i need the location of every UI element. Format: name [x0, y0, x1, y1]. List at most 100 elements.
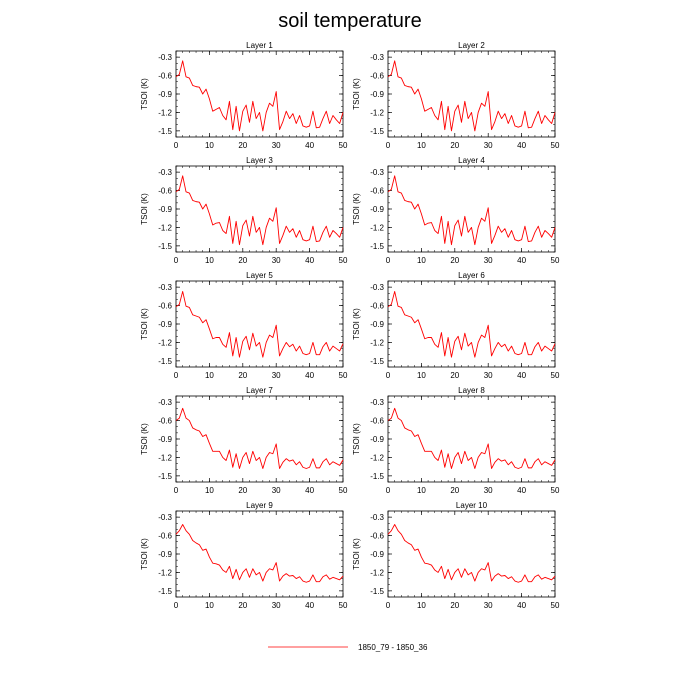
y-tick-label: -0.6	[370, 187, 384, 196]
panel-title: Layer 6	[458, 271, 485, 280]
x-tick-label: 30	[272, 486, 281, 495]
x-tick-label: 30	[484, 601, 493, 610]
y-tick-label: -0.9	[370, 205, 384, 214]
y-tick-label: -0.6	[370, 532, 384, 541]
series-line	[175, 60, 344, 132]
y-tick-label: -0.9	[158, 205, 172, 214]
x-tick-label: 50	[551, 486, 560, 495]
y-tick-label: -0.6	[158, 532, 172, 541]
panel-title: Layer 9	[246, 501, 273, 510]
x-tick-label: 10	[205, 141, 214, 150]
plot-frame	[387, 280, 556, 368]
y-tick-label: -0.3	[370, 513, 384, 522]
panel-title: Layer 8	[458, 386, 485, 395]
x-tick-label: 40	[305, 141, 314, 150]
plot-frame	[175, 395, 344, 483]
panel-title: Layer 7	[246, 386, 273, 395]
y-axis-label: TSOI (K)	[140, 423, 149, 455]
y-tick-label: -1.5	[370, 127, 384, 136]
x-tick-label: 0	[174, 486, 179, 495]
y-tick-label: -1.5	[158, 587, 172, 596]
x-tick-label: 40	[305, 256, 314, 265]
series-line	[387, 524, 556, 583]
panel-layer-9: Layer 9 TSOI (K) 0 10 20 30 40 50 -0.3 -0.6 -0.9 -1…	[140, 501, 348, 610]
y-tick-label: -0.6	[158, 187, 172, 196]
x-tick-label: 10	[417, 601, 426, 610]
x-tick-label: 30	[484, 371, 493, 380]
x-tick-label: 0	[386, 601, 391, 610]
y-tick-label: -0.9	[158, 550, 172, 559]
x-tick-label: 40	[305, 601, 314, 610]
y-tick-label: -0.3	[370, 398, 384, 407]
y-tick-label: -1.2	[370, 453, 384, 462]
x-tick-label: 20	[238, 486, 247, 495]
y-tick-label: -1.2	[370, 223, 384, 232]
x-tick-label: 0	[386, 486, 391, 495]
y-tick-label: -0.9	[370, 550, 384, 559]
y-axis-label: TSOI (K)	[140, 193, 149, 225]
x-tick-label: 50	[551, 256, 560, 265]
panel-title: Layer 4	[458, 156, 485, 165]
x-tick-label: 50	[339, 371, 348, 380]
x-tick-label: 20	[450, 601, 459, 610]
y-axis-label: TSOI (K)	[352, 78, 361, 110]
x-tick-label: 30	[484, 141, 493, 150]
series-line	[175, 290, 344, 358]
y-axis-label: TSOI (K)	[352, 538, 361, 570]
y-tick-label: -1.2	[370, 338, 384, 347]
x-tick-label: 20	[450, 371, 459, 380]
y-tick-label: -1.5	[370, 242, 384, 251]
y-tick-label: -0.6	[158, 302, 172, 311]
y-tick-label: -0.9	[370, 320, 384, 329]
x-tick-label: 30	[484, 486, 493, 495]
x-tick-label: 40	[517, 256, 526, 265]
panel-title: Layer 3	[246, 156, 273, 165]
x-tick-label: 0	[174, 601, 179, 610]
y-axis-label: TSOI (K)	[140, 78, 149, 110]
x-tick-label: 20	[450, 486, 459, 495]
plot-frame	[175, 280, 344, 368]
y-tick-label: -1.2	[158, 108, 172, 117]
y-tick-label: -0.9	[370, 435, 384, 444]
panel-layer-5: Layer 5 TSOI (K) 0 10 20 30 40 50 -0.3 -0.6 -0.9 -1…	[140, 271, 348, 380]
y-tick-label: -1.5	[158, 472, 172, 481]
plot-frame	[175, 50, 344, 138]
y-tick-label: -0.6	[370, 72, 384, 81]
x-tick-label: 50	[339, 486, 348, 495]
x-tick-label: 0	[386, 256, 391, 265]
series-line	[175, 524, 344, 583]
panel-layer-2: Layer 2 TSOI (K) 0 10 20 30 40 50 -0.3 -0.6 -0.9 -1…	[352, 41, 560, 150]
series-line	[387, 60, 556, 132]
x-tick-label: 40	[305, 371, 314, 380]
y-tick-label: -0.3	[370, 283, 384, 292]
legend-label: 1850_79 - 1850_36	[358, 643, 428, 652]
panel-layer-4: Layer 4 TSOI (K) 0 10 20 30 40 50 -0.3 -0.6 -0.9 -1…	[352, 156, 560, 265]
legend: 1850_79 - 1850_36	[268, 643, 428, 652]
y-tick-label: -0.9	[370, 90, 384, 99]
panel-title: Layer 2	[458, 41, 485, 50]
panel-layer-10: Layer 10 TSOI (K) 0 10 20 30 40 50 -0.3 -0.6 -0.9 -…	[352, 501, 560, 610]
series-line	[387, 290, 556, 358]
x-tick-label: 30	[272, 371, 281, 380]
y-tick-label: -0.3	[370, 168, 384, 177]
x-tick-label: 0	[174, 371, 179, 380]
x-tick-label: 20	[238, 601, 247, 610]
x-tick-label: 20	[238, 371, 247, 380]
y-axis-label: TSOI (K)	[352, 423, 361, 455]
y-tick-label: -1.5	[158, 357, 172, 366]
y-tick-label: -0.9	[158, 90, 172, 99]
y-tick-label: -1.2	[158, 568, 172, 577]
x-tick-label: 0	[174, 256, 179, 265]
x-tick-label: 0	[386, 371, 391, 380]
panel-title: Layer 10	[456, 501, 488, 510]
x-tick-label: 10	[417, 256, 426, 265]
x-tick-label: 10	[417, 141, 426, 150]
x-tick-label: 10	[205, 256, 214, 265]
x-tick-label: 50	[339, 141, 348, 150]
x-tick-label: 20	[450, 256, 459, 265]
x-tick-label: 10	[205, 486, 214, 495]
plot-frame	[175, 165, 344, 253]
y-tick-label: -1.5	[370, 587, 384, 596]
x-tick-label: 20	[238, 256, 247, 265]
plot-frame	[175, 510, 344, 598]
